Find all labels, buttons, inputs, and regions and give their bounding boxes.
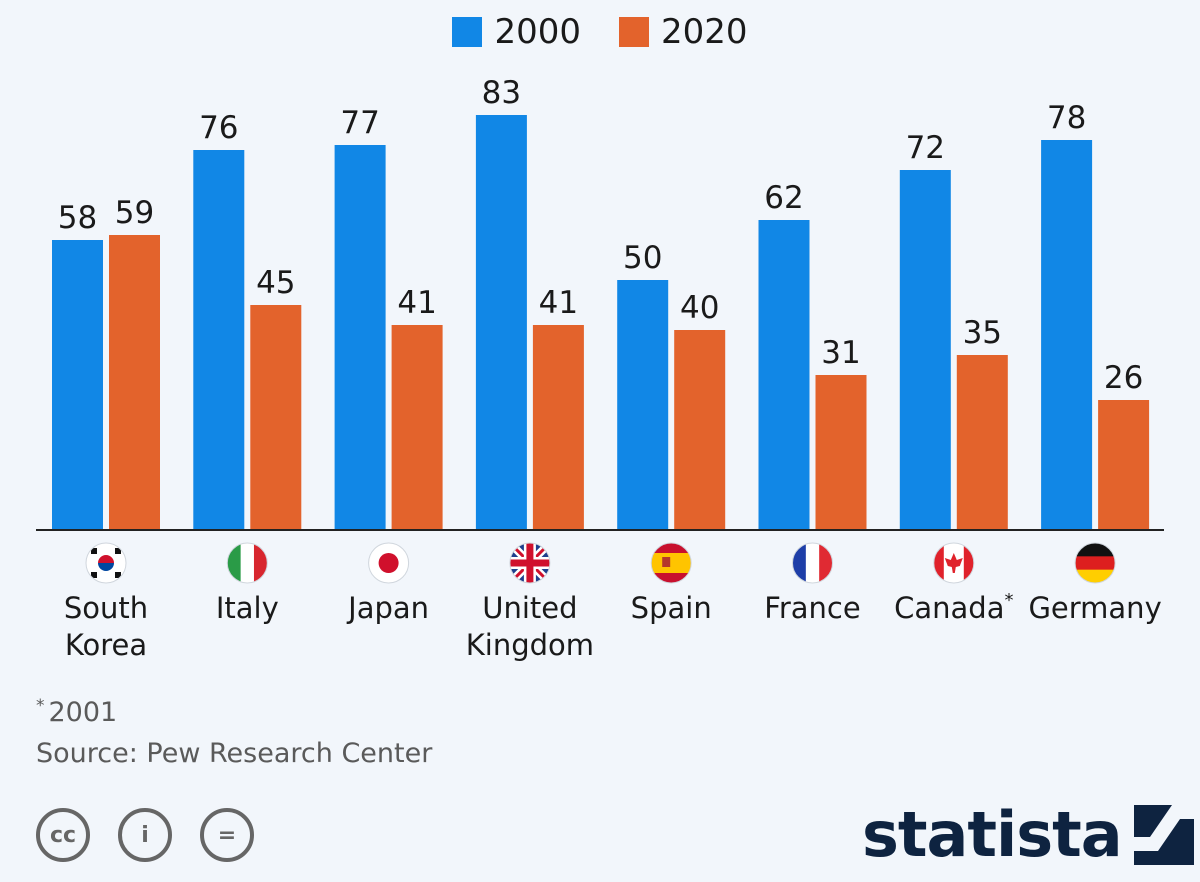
bar-canada-2020 — [956, 355, 1008, 530]
data-label-united-kingdom-2020: 41 — [539, 285, 578, 321]
data-label-south-korea-2020: 59 — [115, 195, 154, 231]
tick-label-south-korea-line2: Korea — [65, 628, 147, 662]
data-label-canada-2000: 72 — [906, 130, 945, 166]
germany-flag-icon — [1074, 542, 1116, 584]
data-label-south-korea-2000: 58 — [58, 200, 97, 236]
data-label-spain-2000: 50 — [623, 240, 662, 276]
bar-france-2000 — [758, 220, 810, 530]
bar-spain-2000 — [617, 280, 669, 530]
bar-italy-2020 — [250, 305, 302, 530]
bar-japan-2000 — [334, 145, 386, 530]
tick-label-japan: Japan — [346, 591, 429, 625]
license-icons: cc i = — [36, 808, 254, 862]
footnote: * 2001 — [36, 696, 117, 728]
japan-flag-icon — [368, 542, 410, 584]
brand-text: statista — [862, 798, 1123, 871]
data-label-japan-2000: 77 — [340, 105, 379, 141]
legend: 2000 2020 — [0, 12, 1200, 52]
tick-label-mark-canada: * — [1004, 590, 1013, 611]
legend-label-2000: 2000 — [494, 12, 581, 52]
tick-label-spain: Spain — [631, 591, 712, 625]
bar-spain-2020 — [674, 330, 726, 530]
legend-item-2000: 2000 — [452, 12, 581, 52]
tick-label-south-korea-line1: South — [64, 591, 148, 625]
data-label-japan-2020: 41 — [397, 285, 436, 321]
south-korea-flag-icon — [85, 542, 127, 584]
statista-logo-icon — [1133, 805, 1194, 865]
data-label-france-2020: 31 — [821, 335, 860, 371]
france-flag-icon — [792, 542, 833, 584]
tick-label-united-kingdom-line1: United — [482, 591, 577, 625]
cc-icon: cc — [36, 808, 90, 862]
statista-logo: statista — [862, 800, 1194, 870]
tick-label-canada: Canada* — [894, 590, 1013, 625]
bar-italy-2000 — [193, 150, 245, 530]
no-derivatives-icon: = — [200, 808, 254, 862]
footnote-text: 2001 — [48, 697, 118, 728]
canada-flag-icon — [933, 542, 975, 584]
legend-swatch-2020 — [619, 17, 649, 47]
spain-flag-icon — [650, 542, 692, 584]
data-label-spain-2020: 40 — [680, 290, 719, 326]
legend-label-2020: 2020 — [661, 12, 748, 52]
tick-label-united-kingdom-line2: Kingdom — [466, 628, 594, 662]
tick-label-france: France — [764, 591, 860, 625]
bar-canada-2000 — [899, 170, 951, 530]
footnote-mark: * — [36, 696, 45, 716]
italy-flag-icon — [226, 542, 268, 584]
data-label-italy-2020: 45 — [256, 265, 295, 301]
uk-flag-icon — [509, 542, 551, 584]
legend-item-2020: 2020 — [619, 12, 748, 52]
bar-france-2020 — [815, 375, 867, 530]
bar-south-korea-2000 — [52, 240, 103, 530]
tick-label-germany: Germany — [1028, 591, 1161, 625]
data-label-united-kingdom-2000: 83 — [482, 75, 521, 111]
bar-united-kingdom-2000 — [475, 115, 527, 530]
data-label-germany-2000: 78 — [1047, 100, 1086, 136]
attribution-icon: i — [118, 808, 172, 862]
tick-label-italy: Italy — [216, 591, 279, 625]
bar-japan-2020 — [391, 325, 443, 530]
bar-germany-2020 — [1098, 400, 1150, 530]
data-label-canada-2020: 35 — [963, 315, 1002, 351]
legend-swatch-2000 — [452, 17, 483, 47]
data-label-italy-2000: 76 — [199, 110, 238, 146]
source-note: Source: Pew Research Center — [36, 738, 433, 769]
bar-south-korea-2020 — [109, 235, 160, 530]
data-label-france-2000: 62 — [764, 180, 803, 216]
data-label-germany-2020: 26 — [1104, 360, 1143, 396]
bar-germany-2000 — [1041, 140, 1093, 530]
bar-united-kingdom-2020 — [532, 325, 584, 530]
